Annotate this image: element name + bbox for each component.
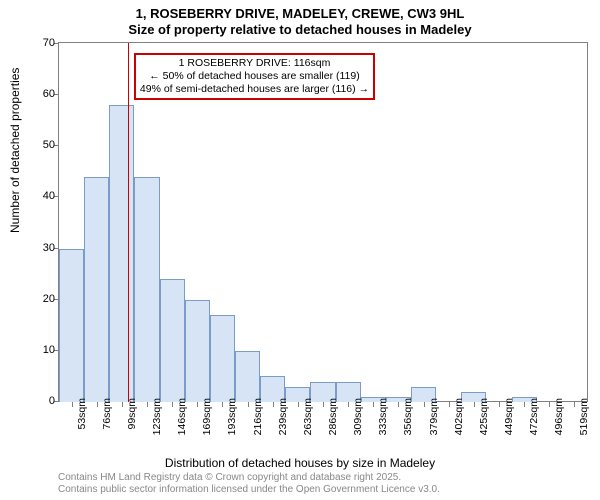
- credit-text: Contains HM Land Registry data © Crown c…: [58, 472, 440, 496]
- y-tick-label: 50: [27, 139, 55, 151]
- histogram-bar: [134, 177, 159, 402]
- x-tick-mark: [499, 402, 500, 407]
- highlight-line: [128, 43, 129, 402]
- x-tick-mark: [449, 402, 450, 407]
- y-tick-label: 30: [27, 242, 55, 254]
- y-tick-label: 0: [27, 395, 55, 407]
- x-tick-mark: [222, 402, 223, 407]
- x-tick-label: 425sqm: [478, 398, 490, 435]
- y-tick-label: 10: [27, 344, 55, 356]
- histogram-bar: [84, 177, 109, 402]
- x-tick-label: 146sqm: [176, 398, 188, 435]
- x-tick-mark: [323, 402, 324, 407]
- x-tick-label: 449sqm: [503, 398, 515, 435]
- x-axis-label: Distribution of detached houses by size …: [0, 456, 600, 470]
- chart-title-line1: 1, ROSEBERRY DRIVE, MADELEY, CREWE, CW3 …: [0, 6, 600, 21]
- y-tick-label: 70: [27, 37, 55, 49]
- credit-line2: Contains public sector information licen…: [58, 484, 440, 495]
- y-axis-label: Number of detached properties: [8, 68, 22, 233]
- histogram-bar: [59, 249, 84, 402]
- x-tick-label: 263sqm: [302, 398, 314, 435]
- x-tick-mark: [147, 402, 148, 407]
- x-tick-mark: [348, 402, 349, 407]
- x-tick-mark: [122, 402, 123, 407]
- x-tick-label: 169sqm: [201, 398, 213, 435]
- x-tick-mark: [424, 402, 425, 407]
- x-tick-label: 53sqm: [76, 398, 88, 430]
- x-tick-label: 519sqm: [578, 398, 590, 435]
- x-tick-label: 402sqm: [453, 398, 465, 435]
- plot-area: 01020304050607053sqm76sqm99sqm123sqm146s…: [58, 42, 588, 402]
- x-tick-label: 123sqm: [151, 398, 163, 435]
- y-tick-label: 40: [27, 190, 55, 202]
- x-tick-mark: [172, 402, 173, 407]
- chart-title-line2: Size of property relative to detached ho…: [0, 22, 600, 37]
- x-tick-label: 496sqm: [553, 398, 565, 435]
- x-tick-mark: [474, 402, 475, 407]
- x-tick-mark: [398, 402, 399, 407]
- x-tick-label: 333sqm: [377, 398, 389, 435]
- x-tick-label: 239sqm: [277, 398, 289, 435]
- histogram-bar: [210, 315, 235, 402]
- annotation-line3: 49% of semi-detached houses are larger (…: [140, 83, 369, 96]
- y-tick-label: 60: [27, 88, 55, 100]
- x-tick-label: 99sqm: [126, 398, 138, 430]
- x-tick-label: 472sqm: [528, 398, 540, 435]
- x-tick-mark: [524, 402, 525, 407]
- x-tick-label: 309sqm: [352, 398, 364, 435]
- x-tick-mark: [574, 402, 575, 407]
- histogram-bar: [109, 105, 134, 402]
- annotation-line2: ← 50% of detached houses are smaller (11…: [140, 70, 369, 83]
- x-tick-label: 356sqm: [402, 398, 414, 435]
- x-tick-mark: [248, 402, 249, 407]
- x-tick-label: 193sqm: [226, 398, 238, 435]
- x-tick-label: 286sqm: [327, 398, 339, 435]
- x-tick-mark: [298, 402, 299, 407]
- credit-line1: Contains HM Land Registry data © Crown c…: [58, 472, 401, 483]
- histogram-bar: [185, 300, 210, 402]
- x-tick-mark: [72, 402, 73, 407]
- annotation-box: 1 ROSEBERRY DRIVE: 116sqm← 50% of detach…: [134, 53, 375, 100]
- x-tick-label: 379sqm: [428, 398, 440, 435]
- chart-container: 1, ROSEBERRY DRIVE, MADELEY, CREWE, CW3 …: [0, 0, 600, 500]
- x-tick-mark: [273, 402, 274, 407]
- x-tick-label: 216sqm: [252, 398, 264, 435]
- x-tick-mark: [549, 402, 550, 407]
- x-tick-mark: [373, 402, 374, 407]
- y-tick-label: 20: [27, 293, 55, 305]
- histogram-bar: [235, 351, 260, 402]
- x-tick-mark: [197, 402, 198, 407]
- histogram-bar: [160, 279, 185, 402]
- x-tick-label: 76sqm: [101, 398, 113, 430]
- x-tick-mark: [97, 402, 98, 407]
- annotation-line1: 1 ROSEBERRY DRIVE: 116sqm: [140, 57, 369, 70]
